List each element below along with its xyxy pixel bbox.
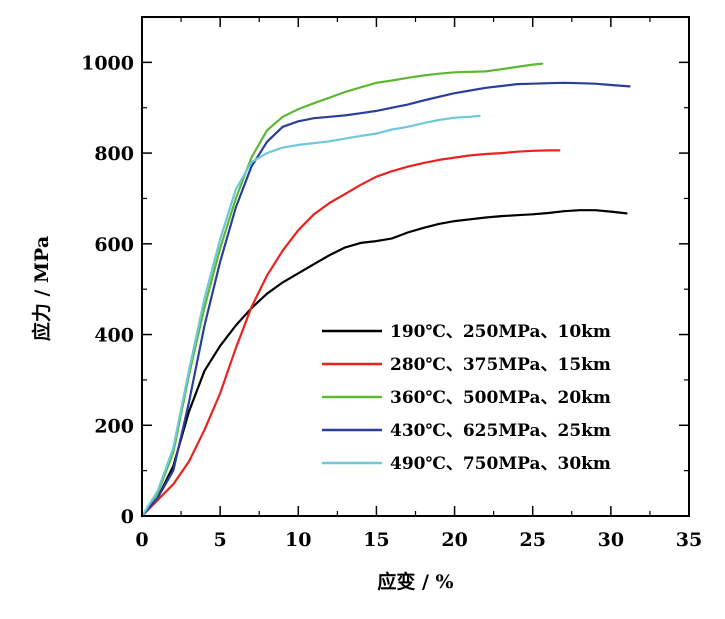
- legend-label-1: 190℃、250MPa、10km: [390, 322, 611, 342]
- series-line-3: [140, 62, 544, 518]
- legend-label-5: 490℃、750MPa、30km: [390, 454, 611, 474]
- x-axis-label: 应变 / %: [377, 570, 453, 593]
- x-tick-label: 15: [363, 529, 389, 551]
- y-axis-label: 应力 / MPa: [30, 236, 53, 341]
- series-line-5: [140, 114, 481, 518]
- legend-label-4: 430℃、625MPa、25km: [390, 421, 611, 441]
- y-tick-label: 600: [94, 234, 134, 256]
- x-tick-label: 20: [441, 529, 467, 551]
- series-line-2: [140, 149, 561, 518]
- y-tick-label: 1000: [81, 52, 134, 74]
- y-tick-label: 800: [94, 143, 134, 165]
- ticks-layer: 0 5 10 15 20 25 30 35 0 200 400 600 800 1000: [81, 17, 702, 551]
- legend: 190℃、250MPa、10km 280℃、375MPa、15km 360℃、500…: [322, 322, 611, 474]
- series-line-1: [140, 209, 628, 518]
- series-layer: [140, 62, 631, 518]
- y-tick-label: 400: [94, 325, 134, 347]
- x-tick-label: 35: [676, 529, 702, 551]
- series-line-4: [140, 81, 631, 518]
- x-tick-label: 30: [598, 529, 624, 551]
- legend-label-3: 360℃、500MPa、20km: [390, 388, 611, 408]
- x-tick-label: 5: [214, 529, 227, 551]
- y-tick-label: 200: [94, 415, 134, 437]
- x-tick-label: 10: [285, 529, 311, 551]
- plot-frame: [141, 16, 690, 517]
- legend-label-2: 280℃、375MPa、15km: [390, 355, 611, 375]
- y-tick-label: 0: [121, 506, 134, 528]
- x-tick-label: 25: [519, 529, 545, 551]
- x-tick-label: 0: [135, 529, 148, 551]
